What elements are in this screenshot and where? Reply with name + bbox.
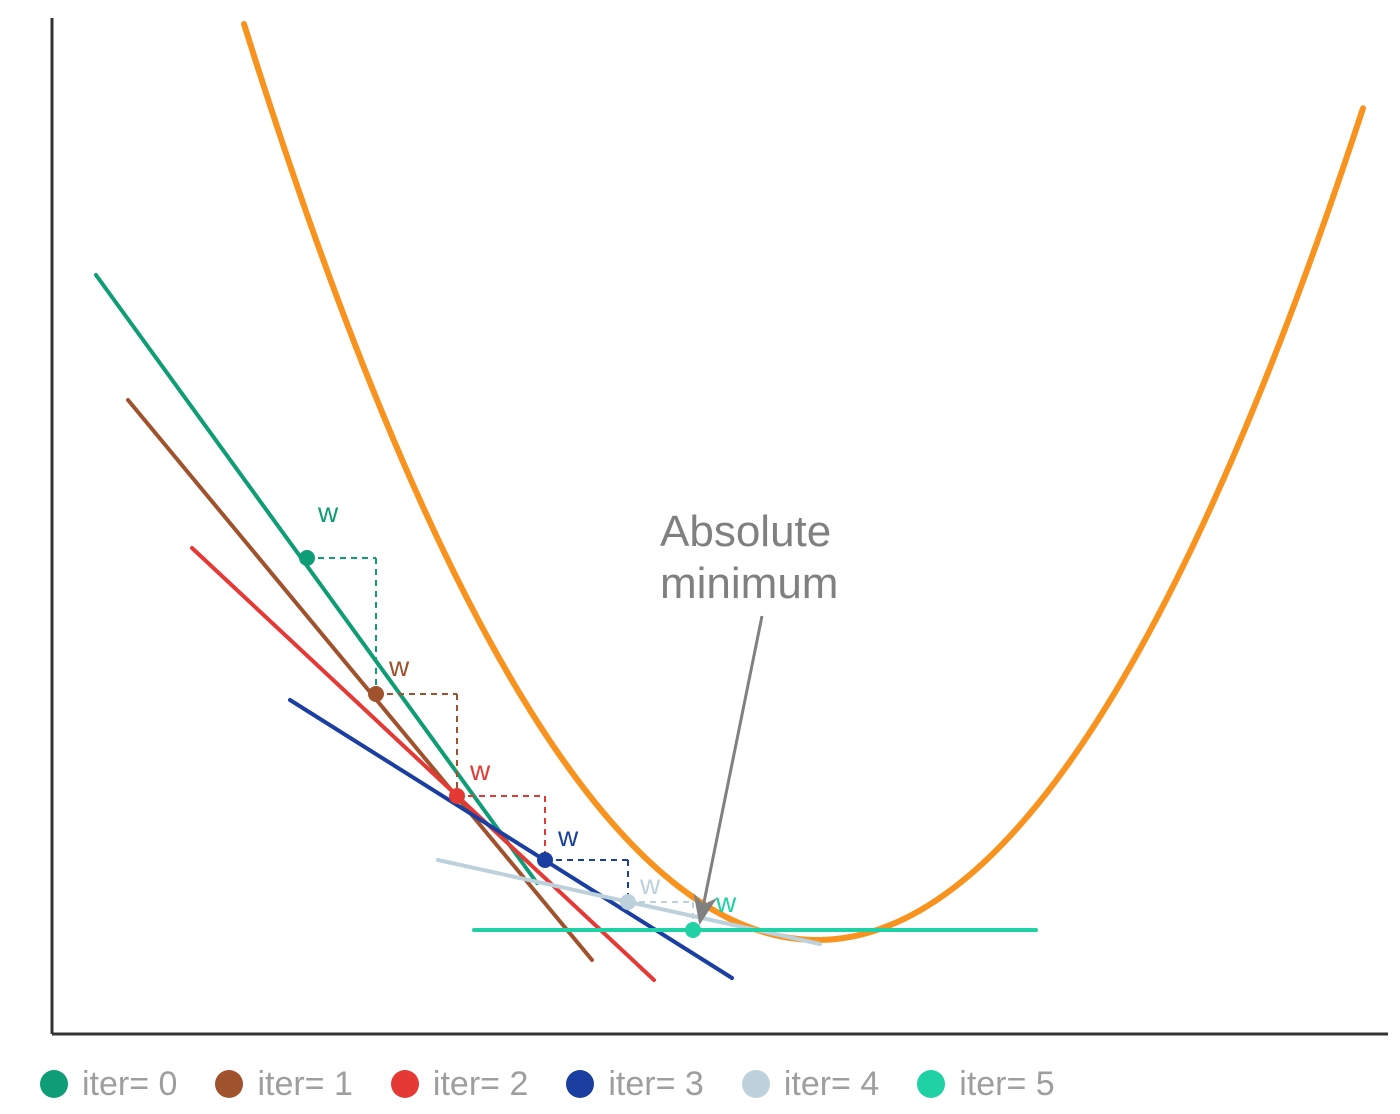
legend-item-iter-2: iter= 2	[391, 1065, 528, 1104]
legend: iter= 0 iter= 1 iter= 2 iter= 3 iter= 4 iter=…	[0, 1054, 1400, 1114]
tangent-iter-3	[290, 700, 732, 978]
legend-item-iter-4: iter= 4	[742, 1065, 879, 1104]
point-iter-2	[449, 788, 465, 804]
legend-label: iter= 0	[82, 1065, 177, 1104]
legend-dot-icon	[215, 1070, 243, 1098]
loss-curve	[244, 24, 1363, 940]
tangent-iter-0	[96, 275, 537, 883]
w-label-iter-3: w	[557, 821, 579, 852]
legend-label: iter= 3	[608, 1065, 703, 1104]
w-label-iter-5: w	[715, 887, 737, 918]
point-iter-4	[620, 894, 636, 910]
legend-label: iter= 2	[433, 1065, 528, 1104]
annotation-arrow	[700, 616, 762, 922]
legend-dot-icon	[917, 1070, 945, 1098]
point-iter-0	[299, 550, 315, 566]
w-label-iter-4: w	[639, 869, 661, 900]
point-iter-1	[368, 686, 384, 702]
point-iter-3	[537, 852, 553, 868]
w-label-iter-2: w	[469, 755, 491, 786]
legend-item-iter-3: iter= 3	[566, 1065, 703, 1104]
annotation-line1: Absolute	[660, 507, 831, 556]
point-iter-5	[685, 922, 701, 938]
annotation-line2: minimum	[660, 559, 838, 608]
legend-label: iter= 5	[959, 1065, 1054, 1104]
legend-label: iter= 1	[257, 1065, 352, 1104]
chart-container: wwwwwwAbsoluteminimum iter= 0iter= 1iter…	[0, 0, 1400, 1114]
legend-item-iter-1: iter= 1	[215, 1065, 352, 1104]
tangent-iter-1	[128, 400, 592, 960]
w-label-iter-0: w	[317, 497, 339, 528]
legend-dot-icon	[391, 1070, 419, 1098]
w-label-iter-1: w	[388, 651, 410, 682]
legend-item-iter-0: iter= 0	[40, 1065, 177, 1104]
legend-dot-icon	[742, 1070, 770, 1098]
legend-dot-icon	[40, 1070, 68, 1098]
legend-item-iter-5: iter= 5	[917, 1065, 1054, 1104]
tangent-iter-2	[192, 548, 654, 980]
gradient-descent-chart: w w w w w w Absoluteminimum	[0, 0, 1400, 1114]
legend-label: iter= 4	[784, 1065, 879, 1104]
legend-dot-icon	[566, 1070, 594, 1098]
